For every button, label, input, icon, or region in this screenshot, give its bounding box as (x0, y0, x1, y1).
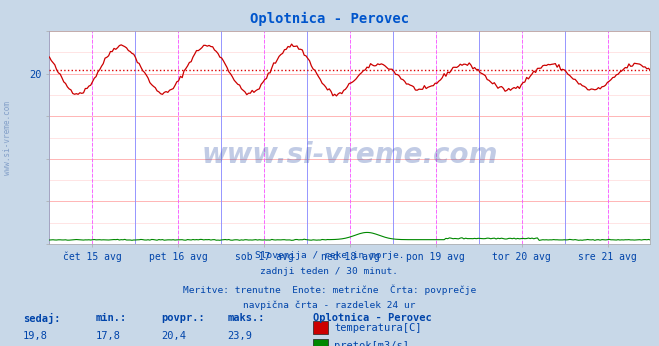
Text: www.si-vreme.com: www.si-vreme.com (3, 101, 13, 175)
Text: povpr.:: povpr.: (161, 313, 205, 323)
Text: navpična črta - razdelek 24 ur: navpična črta - razdelek 24 ur (243, 301, 416, 310)
Text: 17,8: 17,8 (96, 331, 121, 341)
Text: 19,8: 19,8 (23, 331, 48, 341)
Text: sedaj:: sedaj: (23, 313, 61, 324)
Text: zadnji teden / 30 minut.: zadnji teden / 30 minut. (260, 267, 399, 276)
Text: 23,9: 23,9 (227, 331, 252, 341)
Text: 20,4: 20,4 (161, 331, 186, 341)
Text: www.si-vreme.com: www.si-vreme.com (202, 140, 498, 169)
Text: Slovenija / reke in morje.: Slovenija / reke in morje. (255, 251, 404, 260)
Text: min.:: min.: (96, 313, 127, 323)
Text: maks.:: maks.: (227, 313, 265, 323)
Text: Meritve: trenutne  Enote: metrične  Črta: povprečje: Meritve: trenutne Enote: metrične Črta: … (183, 284, 476, 294)
Text: pretok[m3/s]: pretok[m3/s] (334, 341, 409, 346)
Text: temperatura[C]: temperatura[C] (334, 323, 422, 333)
Text: Oplotnica - Perovec: Oplotnica - Perovec (313, 313, 432, 323)
Text: Oplotnica - Perovec: Oplotnica - Perovec (250, 12, 409, 26)
